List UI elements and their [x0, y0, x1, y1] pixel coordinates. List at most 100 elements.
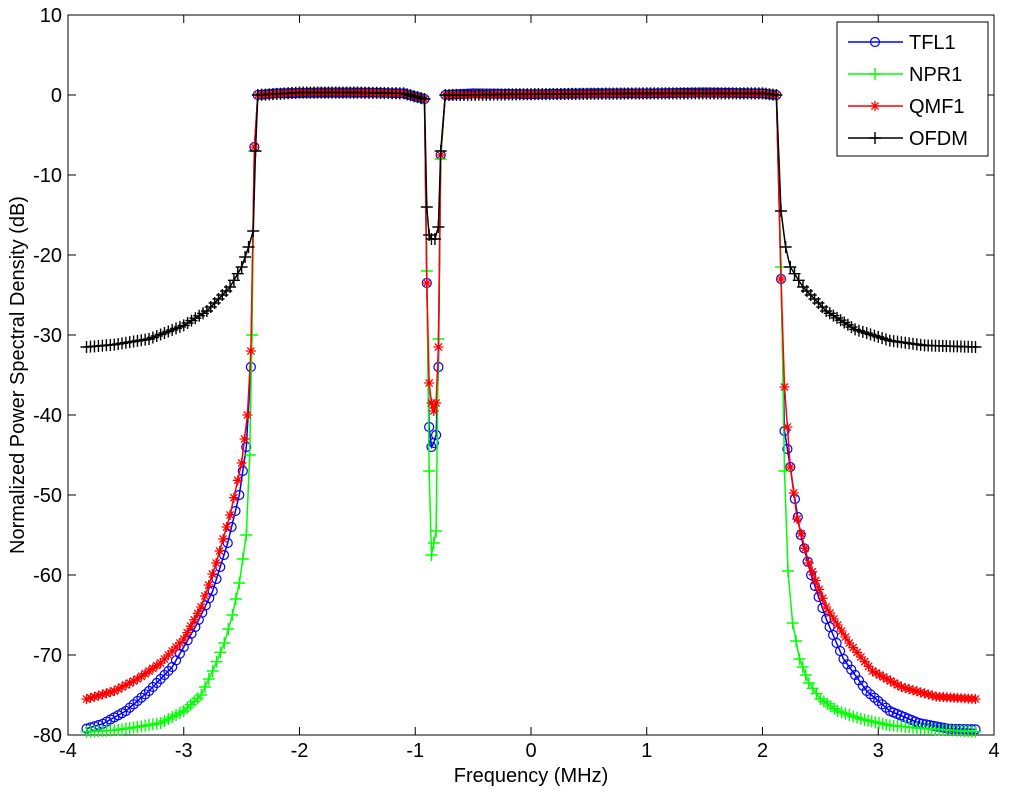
data-point-npr1 — [236, 553, 249, 565]
x-tick-label: -4 — [59, 740, 77, 762]
data-point-npr1 — [240, 529, 253, 541]
data-point-ofdm — [420, 201, 433, 213]
data-point-ofdm — [775, 205, 788, 217]
y-tick-label: -70 — [33, 645, 62, 667]
data-point-qmf1 — [855, 652, 866, 662]
data-point-qmf1 — [117, 682, 128, 692]
legend-entry-ofdm: OFDM — [848, 128, 968, 150]
data-point-qmf1 — [904, 684, 915, 695]
legend-entry-tfl1: TFL1 — [848, 32, 956, 54]
data-point-qmf1 — [792, 514, 803, 524]
data-point-qmf1 — [785, 462, 796, 472]
data-point-qmf1 — [779, 382, 790, 392]
x-tick-label: -2 — [291, 740, 309, 762]
data-point-qmf1 — [970, 694, 981, 704]
data-point-qmf1 — [867, 666, 878, 676]
data-point-qmf1 — [840, 632, 851, 642]
data-point-qmf1 — [871, 668, 882, 678]
y-tick-label: -20 — [33, 245, 62, 267]
data-point-npr1 — [427, 537, 440, 549]
data-point-qmf1 — [836, 626, 847, 636]
data-point-npr1 — [206, 665, 219, 677]
data-point-qmf1 — [189, 614, 200, 625]
data-point-npr1 — [229, 593, 242, 605]
legend-label: TFL1 — [909, 32, 956, 54]
data-point-qmf1 — [140, 668, 151, 679]
y-tick-label: -30 — [33, 325, 62, 347]
data-point-tfl1 — [782, 443, 793, 455]
data-point-qmf1 — [214, 546, 225, 556]
legend-marker — [870, 101, 880, 111]
y-tick-label: -40 — [33, 405, 62, 427]
y-tick-label: -50 — [33, 485, 62, 507]
data-point-qmf1 — [185, 621, 196, 632]
legend-label: OFDM — [909, 128, 968, 150]
data-point-qmf1 — [147, 663, 158, 674]
data-point-qmf1 — [782, 422, 793, 432]
data-point-npr1 — [781, 565, 794, 577]
data-point-qmf1 — [109, 686, 120, 696]
data-point-qmf1 — [85, 692, 96, 703]
data-point-qmf1 — [196, 602, 207, 612]
data-point-qmf1 — [207, 569, 218, 579]
legend-box — [836, 21, 989, 157]
data-point-ofdm — [418, 93, 431, 105]
data-point-qmf1 — [859, 656, 870, 667]
data-point-qmf1 — [825, 608, 836, 618]
data-point-qmf1 — [249, 142, 260, 152]
data-point-npr1 — [790, 635, 803, 647]
data-point-qmf1 — [889, 678, 900, 688]
data-point-qmf1 — [178, 634, 189, 644]
data-point-qmf1 — [892, 680, 903, 690]
data-point-qmf1 — [101, 688, 112, 699]
data-point-qmf1 — [225, 510, 236, 520]
data-point-qmf1 — [159, 654, 170, 664]
data-point-npr1 — [195, 689, 208, 701]
data-point-qmf1 — [911, 686, 922, 697]
data-point-npr1 — [430, 525, 443, 537]
data-point-ofdm — [788, 267, 801, 280]
data-point-qmf1 — [848, 642, 859, 653]
data-point-npr1 — [969, 725, 982, 738]
data-point-npr1 — [243, 449, 256, 461]
data-point-qmf1 — [89, 691, 100, 702]
data-point-tfl1 — [241, 441, 252, 453]
data-point-qmf1 — [155, 658, 166, 668]
data-point-qmf1 — [428, 406, 439, 416]
data-point-qmf1 — [105, 687, 116, 698]
legend-label: NPR1 — [909, 64, 962, 86]
data-point-tfl1 — [946, 723, 957, 734]
data-point-npr1 — [246, 329, 259, 341]
data-point-tfl1 — [950, 723, 961, 734]
legend-entry-qmf1: QMF1 — [848, 96, 965, 118]
series-ofdm — [80, 86, 982, 353]
x-tick-label: 3 — [873, 740, 884, 762]
data-point-qmf1 — [776, 274, 787, 284]
data-point-qmf1 — [151, 660, 162, 671]
data-point-qmf1 — [919, 688, 930, 699]
data-point-qmf1 — [799, 543, 810, 554]
data-point-tfl1 — [430, 429, 442, 441]
data-point-qmf1 — [93, 690, 104, 701]
legend-marker — [869, 132, 881, 144]
data-point-npr1 — [786, 617, 799, 629]
data-point-qmf1 — [171, 642, 182, 652]
data-point-qmf1 — [81, 694, 92, 704]
data-point-qmf1 — [221, 522, 232, 532]
data-point-npr1 — [796, 661, 809, 673]
data-point-ofdm — [792, 274, 805, 287]
data-point-qmf1 — [923, 689, 934, 700]
data-point-qmf1 — [239, 434, 250, 444]
x-axis-label: Frequency (MHz) — [454, 765, 608, 787]
data-point-ofdm — [235, 261, 248, 273]
data-point-ofdm — [227, 274, 240, 287]
data-point-tfl1 — [207, 585, 218, 597]
data-point-qmf1 — [120, 680, 131, 690]
data-point-ofdm — [434, 145, 447, 157]
data-point-ofdm — [432, 221, 445, 233]
data-point-qmf1 — [203, 580, 214, 590]
data-point-qmf1 — [852, 647, 863, 658]
legend-label: QMF1 — [909, 96, 965, 118]
